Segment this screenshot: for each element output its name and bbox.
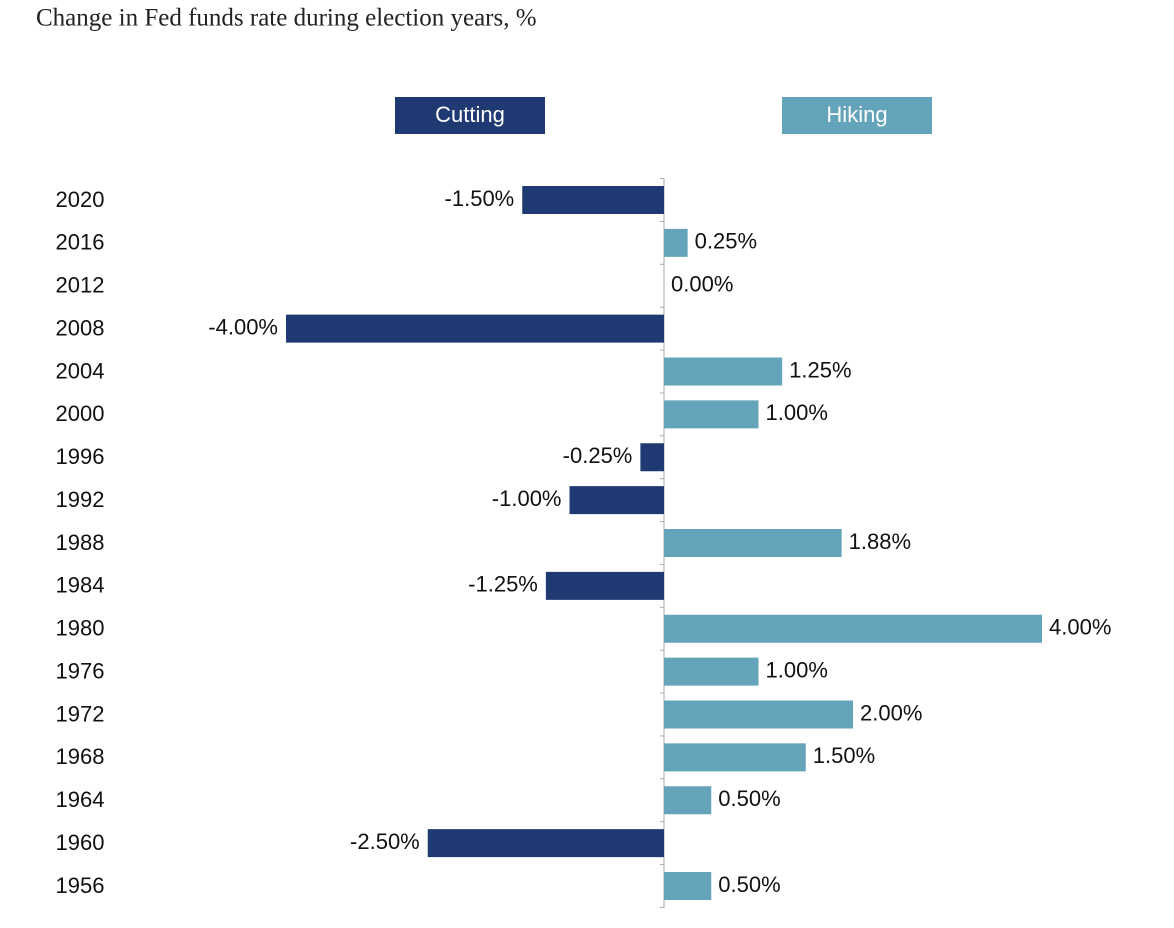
bar: [664, 743, 806, 772]
category-label: 2016: [56, 230, 105, 255]
category-label: 2004: [56, 358, 105, 383]
value-label: 0.25%: [695, 229, 757, 254]
category-label: 2000: [56, 401, 105, 426]
bar: [569, 486, 664, 515]
legend-label: Cutting: [435, 102, 505, 127]
value-label: -4.00%: [208, 314, 278, 339]
category-label: 1972: [56, 701, 105, 726]
chart-title: Change in Fed funds rate during election…: [36, 5, 537, 32]
bar: [664, 657, 759, 686]
value-label: -1.50%: [445, 186, 515, 211]
legend-swatch: [782, 97, 932, 134]
value-label: -1.25%: [468, 572, 538, 597]
category-label: 1956: [56, 873, 105, 898]
value-label: -0.25%: [563, 443, 633, 468]
category-label: 1996: [56, 444, 105, 469]
bar: [664, 786, 712, 815]
category-label: 1984: [56, 573, 105, 598]
bar: [522, 186, 664, 214]
category-label: 1960: [56, 830, 105, 855]
category-label: 1968: [56, 744, 105, 769]
value-label: 1.00%: [766, 400, 828, 425]
bar: [664, 872, 712, 900]
value-label: 0.00%: [671, 272, 733, 297]
value-label: -2.50%: [350, 829, 420, 854]
value-label: 0.50%: [718, 872, 780, 897]
legend-swatch: [395, 97, 545, 134]
bar: [664, 357, 783, 386]
value-label: 1.50%: [813, 743, 875, 768]
bar: [427, 829, 664, 858]
category-label: 2008: [56, 315, 105, 340]
value-label: -1.00%: [492, 486, 562, 511]
value-label: 2.00%: [860, 700, 922, 725]
bar: [545, 571, 664, 600]
bar: [664, 400, 759, 429]
category-label: 2020: [56, 187, 105, 212]
legend-label: Hiking: [826, 102, 887, 127]
category-label: 1988: [56, 530, 105, 555]
category-label: 1976: [56, 658, 105, 683]
category-label: 1980: [56, 616, 105, 641]
category-label: 2012: [56, 273, 105, 298]
category-label: 1992: [56, 487, 105, 512]
value-label: 1.00%: [766, 657, 828, 682]
bar: [664, 228, 688, 257]
bar: [664, 529, 842, 557]
category-label: 1964: [56, 787, 105, 812]
bar: [664, 614, 1042, 643]
bar: [286, 314, 664, 343]
value-label: 4.00%: [1049, 615, 1111, 640]
value-label: 1.88%: [849, 529, 911, 554]
bar: [664, 700, 853, 729]
value-label: 0.50%: [718, 786, 780, 811]
value-label: 1.25%: [789, 357, 851, 382]
bar: [640, 443, 664, 472]
